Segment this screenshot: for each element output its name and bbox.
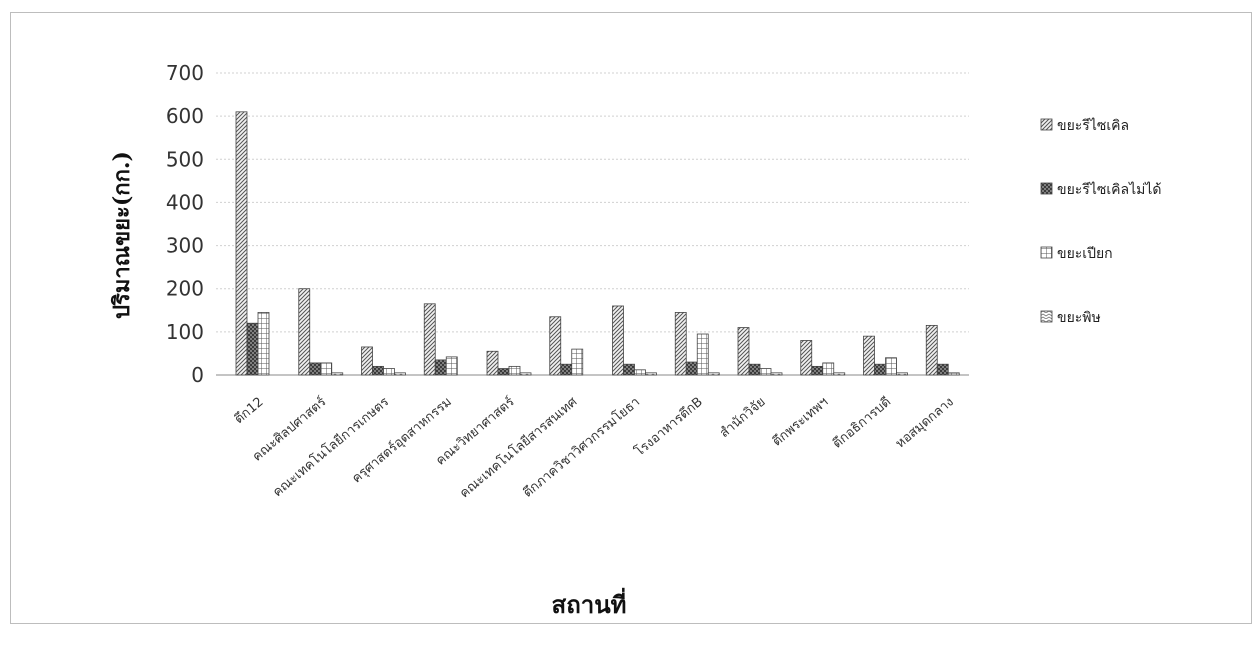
bar-2-12 bbox=[936, 363, 949, 376]
bar-4-2 bbox=[331, 372, 344, 376]
bar-4-3 bbox=[394, 372, 406, 376]
legend-label: ขยะพิษ bbox=[1057, 310, 1101, 326]
bar-3-6 bbox=[571, 348, 584, 376]
y-tick-label: 300 bbox=[166, 234, 204, 258]
legend-swatch bbox=[1040, 246, 1053, 259]
bar-4-7 bbox=[645, 372, 657, 376]
y-tick-label: 700 bbox=[166, 61, 204, 85]
x-tick-label: ครุศาสตร์อุตสาหกรรม bbox=[349, 394, 455, 487]
bar-2-4 bbox=[434, 359, 447, 376]
x-tick-label: ตึกอธิการบดี bbox=[829, 394, 894, 452]
bar-2-10 bbox=[811, 365, 824, 376]
y-tick-label: 500 bbox=[166, 147, 204, 171]
bar-3-9 bbox=[759, 368, 772, 376]
x-tick-labels: ตึก12คณะศิลปศาสตร์คณะเทคโนโลยีการเกษตรคร… bbox=[232, 393, 957, 501]
bar-1-5 bbox=[486, 350, 499, 376]
bar-1-11 bbox=[863, 335, 875, 376]
legend-label: ขยะรีไซเคิลไม่ได้ bbox=[1057, 181, 1162, 198]
bar-3-11 bbox=[885, 357, 897, 376]
bar-2-2 bbox=[309, 362, 322, 376]
bar-4-10 bbox=[833, 372, 846, 376]
y-tick-label: 400 bbox=[166, 190, 204, 214]
bar-1-7 bbox=[612, 305, 624, 376]
bar-2-8 bbox=[685, 361, 698, 376]
bar-2-3 bbox=[372, 365, 384, 376]
y-tick-label: 200 bbox=[166, 277, 204, 301]
bar-2-7 bbox=[623, 363, 635, 376]
x-tick-label: คณะเทคโนโลยีการเกษตร bbox=[270, 394, 392, 500]
y-tick-label: 600 bbox=[166, 104, 204, 128]
bar-1-8 bbox=[674, 312, 687, 376]
bar-2-1 bbox=[246, 322, 259, 376]
bar-2-5 bbox=[497, 368, 510, 376]
bar-1-2 bbox=[298, 288, 311, 376]
gridlines bbox=[216, 72, 969, 376]
bar-2-11 bbox=[874, 363, 886, 376]
x-tick-label: โรงอาหารตึกB bbox=[632, 394, 706, 460]
x-tick-label: ตึกภาควิชาวิศวกรรมโยธา bbox=[520, 394, 643, 501]
bar-2-6 bbox=[560, 363, 573, 376]
chart-frame: 0 100 200 300 400 500 600 700 ตึก12 คณะศิลปศาสตร… bbox=[10, 12, 1252, 624]
bar-1-1 bbox=[235, 111, 248, 376]
x-tick-label: ตึกพระเทพฯ bbox=[770, 395, 832, 450]
legend: ขยะรีไซเคิลขยะรีไซเคิลไม่ได้ขยะเปียกขยะพ… bbox=[1040, 117, 1162, 326]
x-tick-label: ตึก12 bbox=[232, 395, 267, 428]
bar-1-6 bbox=[549, 316, 562, 376]
bar-1-3 bbox=[361, 346, 373, 376]
bars bbox=[235, 111, 960, 376]
legend-swatch bbox=[1040, 118, 1053, 131]
bar-3-1 bbox=[257, 312, 270, 376]
bar-3-10 bbox=[822, 362, 835, 376]
bar-1-12 bbox=[925, 324, 938, 376]
legend-label: ขยะเปียก bbox=[1057, 246, 1113, 262]
bar-3-7 bbox=[634, 369, 646, 376]
x-tick-label: สำนักวิจัย bbox=[717, 395, 768, 442]
bar-4-9 bbox=[770, 372, 783, 376]
bar-3-8 bbox=[696, 333, 709, 376]
legend-swatch bbox=[1040, 310, 1053, 323]
bar-3-2 bbox=[320, 362, 333, 376]
bar-4-11 bbox=[896, 372, 908, 376]
bar-4-5 bbox=[519, 372, 532, 376]
bar-3-5 bbox=[508, 365, 521, 376]
bar-1-9 bbox=[737, 327, 750, 376]
bar-3-12 bbox=[947, 372, 960, 376]
x-tick-label: คณะเทคโนโลยีสารสนเทศ bbox=[457, 393, 581, 501]
legend-label: ขยะรีไซเคิล bbox=[1057, 117, 1129, 134]
x-axis-title: สถานที่ bbox=[552, 587, 627, 619]
bar-4-8 bbox=[707, 372, 720, 376]
bar-2-9 bbox=[748, 363, 761, 376]
x-tick-label: หอสมุดกลาง bbox=[893, 395, 957, 452]
bar-3-3 bbox=[383, 368, 395, 376]
legend-swatch bbox=[1040, 182, 1053, 195]
bar-1-4 bbox=[423, 303, 436, 376]
y-axis-title: ปริมาณขยะ(กก.) bbox=[109, 151, 135, 319]
bar-chart: 0 100 200 300 400 500 600 700 ตึก12คณะศิลปศาสตร… bbox=[109, 61, 1162, 619]
y-tick-label: 0 bbox=[191, 363, 204, 387]
y-tick-labels: 0 100 200 300 400 500 600 700 bbox=[166, 61, 204, 387]
y-tick-label: 100 bbox=[166, 320, 204, 344]
bar-1-10 bbox=[800, 340, 813, 376]
bar-3-4 bbox=[445, 356, 458, 376]
